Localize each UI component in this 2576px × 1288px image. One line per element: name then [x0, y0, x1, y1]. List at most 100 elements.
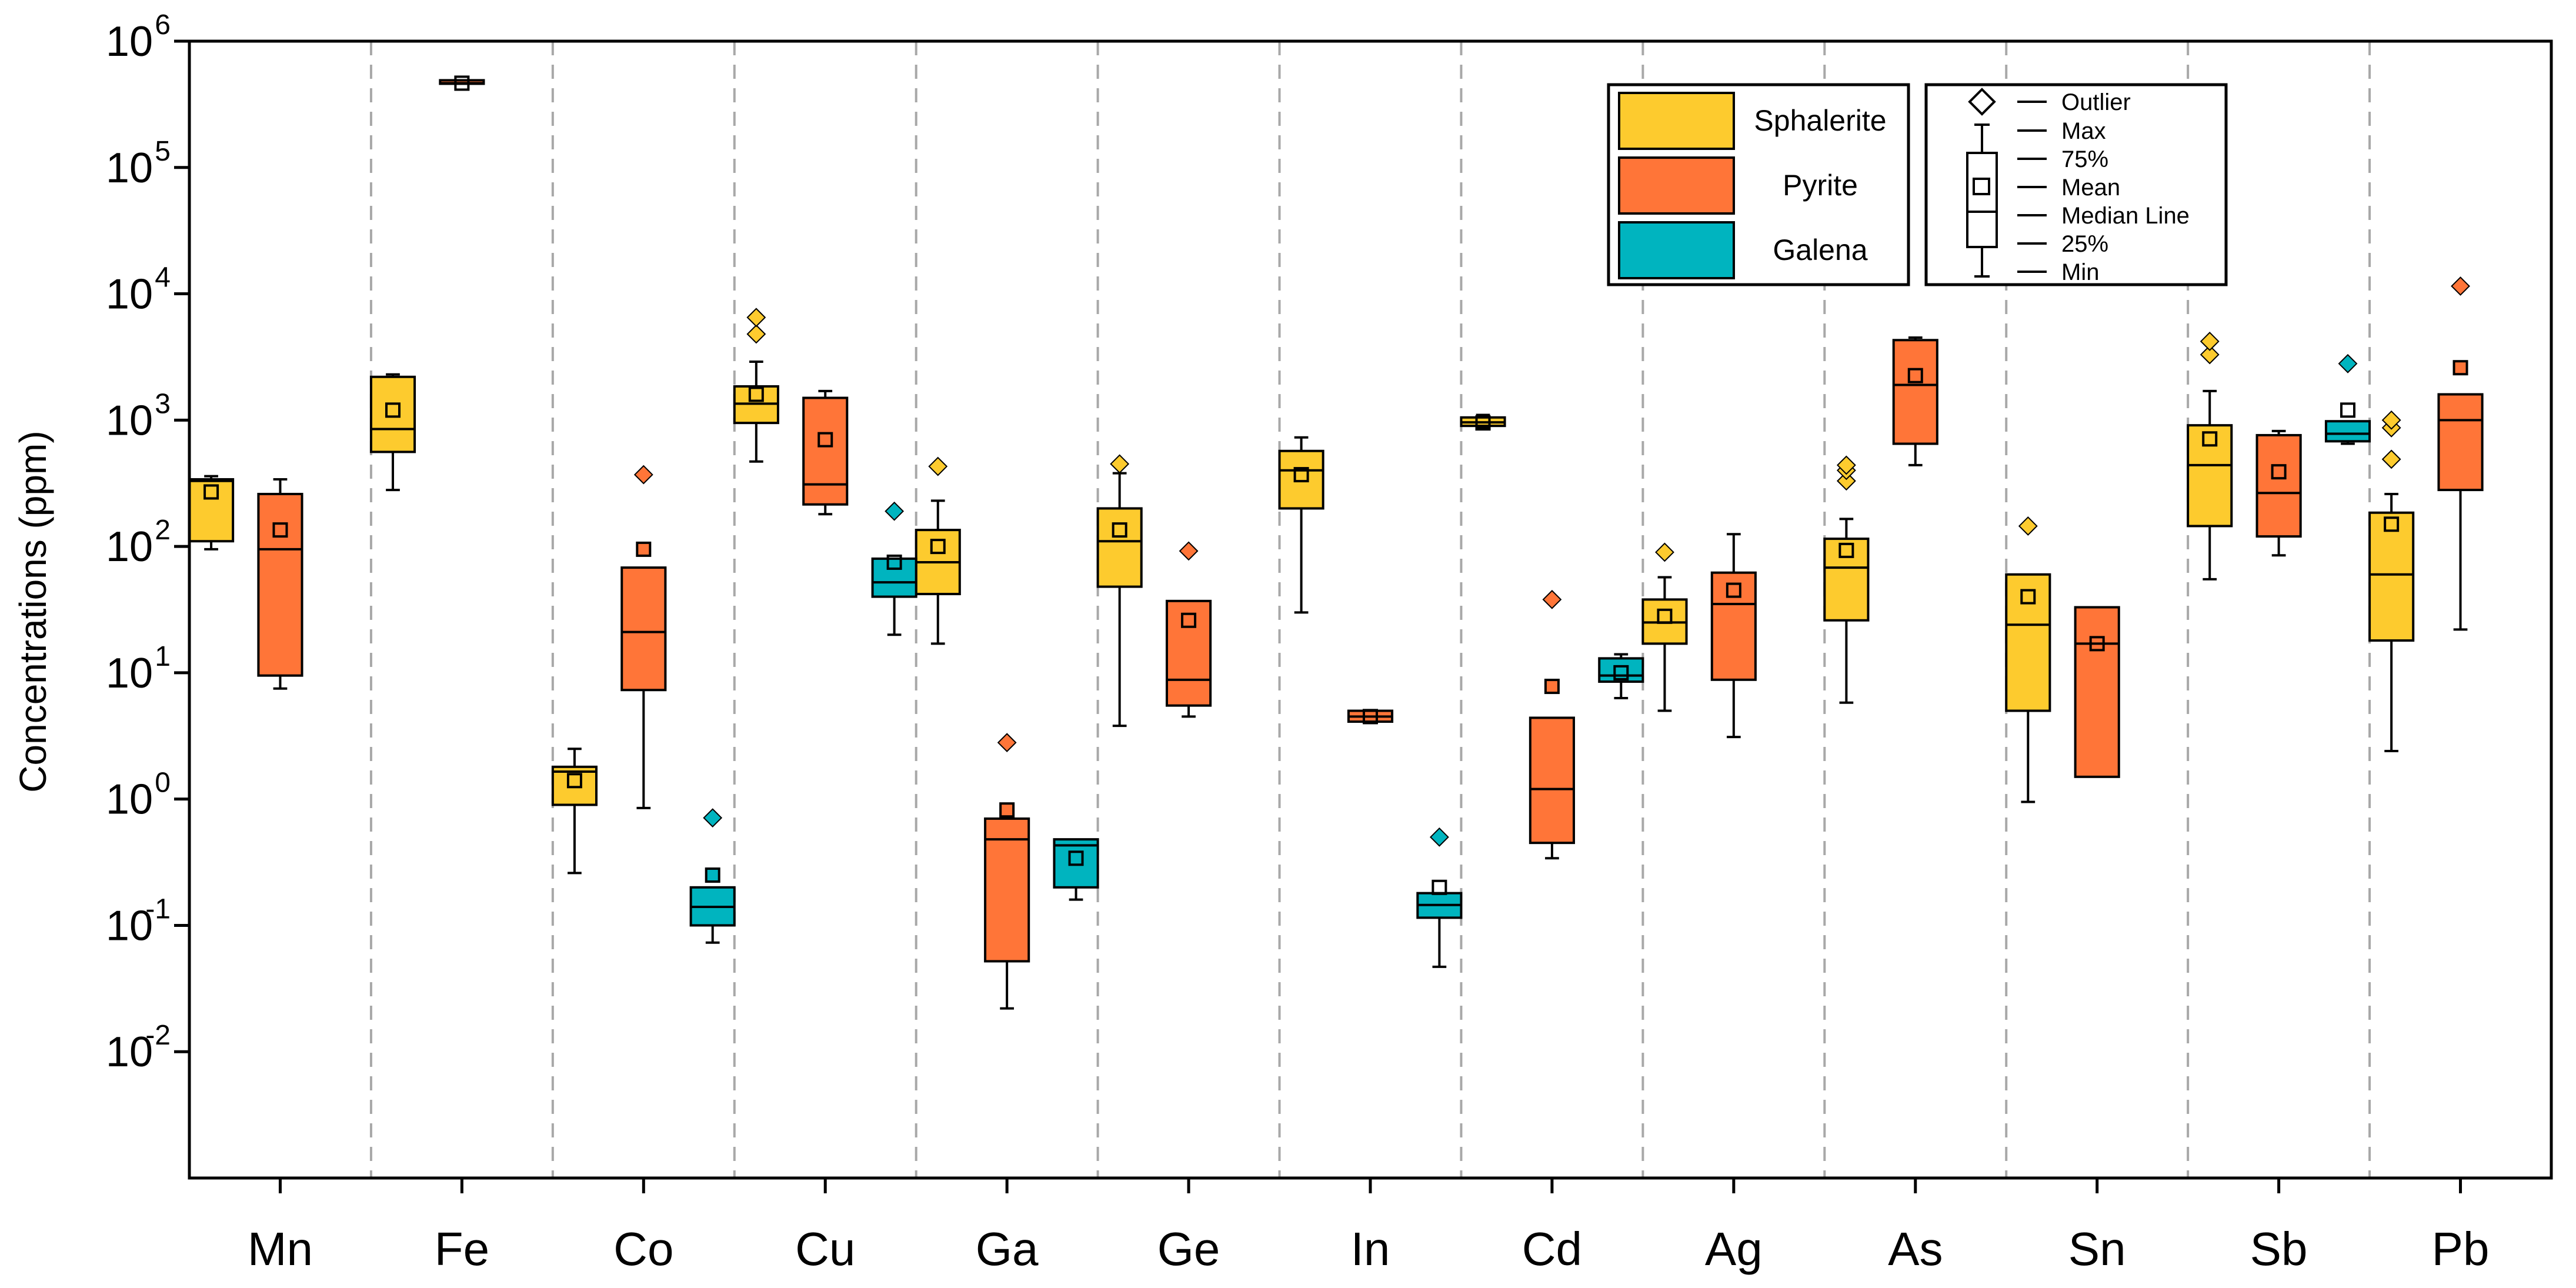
box-sphalerite-ag: [1641, 542, 1688, 712]
mean-marker: [886, 554, 902, 570]
mean-marker: [1293, 467, 1309, 483]
series-legend: Sphalerite Pyrite Galena: [1607, 83, 1910, 286]
box-iqr: [1166, 599, 1212, 707]
outlier-marker: [1179, 541, 1199, 561]
box-pyrite-fe: [439, 75, 485, 91]
box-sphalerite-sb: [2187, 332, 2233, 580]
outlier-marker: [746, 324, 766, 344]
box-galena-ga: [1053, 838, 1099, 901]
mean-marker: [1907, 368, 1923, 383]
box-sphalerite-cd: [1460, 413, 1506, 431]
legend-label-galena: Galena: [1773, 233, 1867, 266]
box-iqr: [984, 817, 1030, 963]
y-tick-exponent: 2: [155, 515, 171, 546]
x-tick-label: Ge: [1157, 1223, 1220, 1275]
x-tick-label: As: [1888, 1223, 1943, 1275]
outlier-marker: [2381, 449, 2401, 469]
box-pyrite-co: [620, 465, 667, 809]
outlier-marker: [2200, 345, 2220, 365]
extreme-marker: [636, 542, 651, 556]
mean-marker: [1112, 522, 1127, 538]
x-tick-label: Mn: [248, 1223, 313, 1275]
box-pyrite-as: [1892, 336, 1938, 466]
mean-marker: [2020, 589, 2036, 605]
box-iqr: [871, 557, 917, 598]
x-tick-label: Sb: [2250, 1223, 2308, 1275]
mean-marker: [2452, 360, 2468, 376]
legend-label-sphalerite: Sphalerite: [1754, 104, 1886, 137]
box-iqr: [1096, 507, 1143, 588]
mean-marker: [566, 773, 582, 789]
key-entry-label: Median Line: [2061, 203, 2190, 229]
box-iqr: [1529, 716, 1575, 845]
box-pyrite-in: [1347, 709, 1394, 725]
outlier-marker: [1110, 454, 1130, 474]
y-tick-label: 10: [106, 271, 153, 318]
y-tick-label: 10: [106, 902, 153, 949]
box-pyrite-sn: [2074, 606, 2120, 778]
key-mean-square: [1973, 178, 1990, 195]
y-tick-exponent: 0: [155, 768, 171, 799]
box-galena-sb: [2324, 353, 2371, 445]
outlier-marker: [633, 465, 653, 485]
box-iqr: [1598, 657, 1644, 683]
y-tick-label: 10: [106, 145, 153, 192]
mean-marker: [1475, 415, 1491, 431]
mean-marker: [1181, 612, 1197, 628]
extreme-marker: [705, 867, 720, 882]
box-sphalerite-ge: [1096, 454, 1143, 728]
mean-marker: [1613, 665, 1629, 680]
mean-marker: [1726, 582, 1741, 598]
mean-marker: [203, 484, 219, 500]
outlier-marker: [746, 308, 766, 328]
y-tick-label: 10: [106, 1029, 153, 1076]
y-tick-label: 10: [106, 18, 153, 65]
key-entry-label: 75%: [2061, 146, 2108, 172]
mean-marker: [1657, 608, 1673, 624]
box-pyrite-ga: [984, 733, 1030, 1010]
y-axis-title: Concentrations (ppm): [12, 431, 54, 792]
y-tick-label: 10: [106, 523, 153, 570]
extreme-marker: [1544, 679, 1559, 694]
mean-marker: [930, 539, 946, 555]
legend-label-pyrite: Pyrite: [1783, 169, 1858, 202]
y-tick-label: 10: [106, 397, 153, 444]
box-sphalerite-pb: [2368, 410, 2415, 753]
box-iqr: [551, 765, 598, 806]
box-pyrite-cd: [1529, 589, 1575, 860]
box-sphalerite-co: [551, 748, 598, 875]
key-outlier-diamond: [1968, 88, 1996, 116]
outlier-marker: [1836, 455, 1856, 475]
mean-marker: [2089, 636, 2105, 652]
outlier-marker: [2381, 410, 2401, 430]
outlier-marker: [2200, 332, 2220, 351]
box-iqr: [1053, 838, 1099, 889]
x-tick-label: Cu: [795, 1223, 855, 1275]
mean-marker: [748, 386, 764, 402]
mean-marker: [1544, 679, 1560, 695]
box-iqr: [802, 396, 849, 506]
outlier-marker: [928, 456, 948, 476]
box-sphalerite-fe: [369, 373, 416, 492]
legend-swatch-galena: [1618, 221, 1735, 279]
key-entry-label: Max: [2061, 118, 2106, 144]
x-axis-ticks: Mn Fe Co Cu Ga Ge In Cd Ag As Sn Sb Pb: [248, 1178, 2489, 1275]
box-iqr: [2255, 433, 2302, 538]
box-pyrite-cu: [802, 389, 849, 516]
x-tick-label: Co: [613, 1223, 673, 1275]
outlier-marker: [997, 733, 1017, 753]
mean-marker: [1432, 879, 1447, 895]
extreme-marker: [2453, 361, 2468, 375]
box-sphalerite-in: [1278, 436, 1324, 614]
x-tick-label: Ag: [1705, 1223, 1763, 1275]
mean-marker: [2340, 402, 2356, 418]
box-pyrite-ag: [1710, 533, 1757, 739]
box-iqr: [2368, 511, 2415, 642]
mean-marker: [999, 802, 1015, 818]
mean-marker: [272, 522, 288, 538]
y-tick-label: 10: [106, 776, 153, 823]
box-iqr: [1710, 571, 1757, 681]
key-entry-label: Min: [2061, 259, 2099, 285]
